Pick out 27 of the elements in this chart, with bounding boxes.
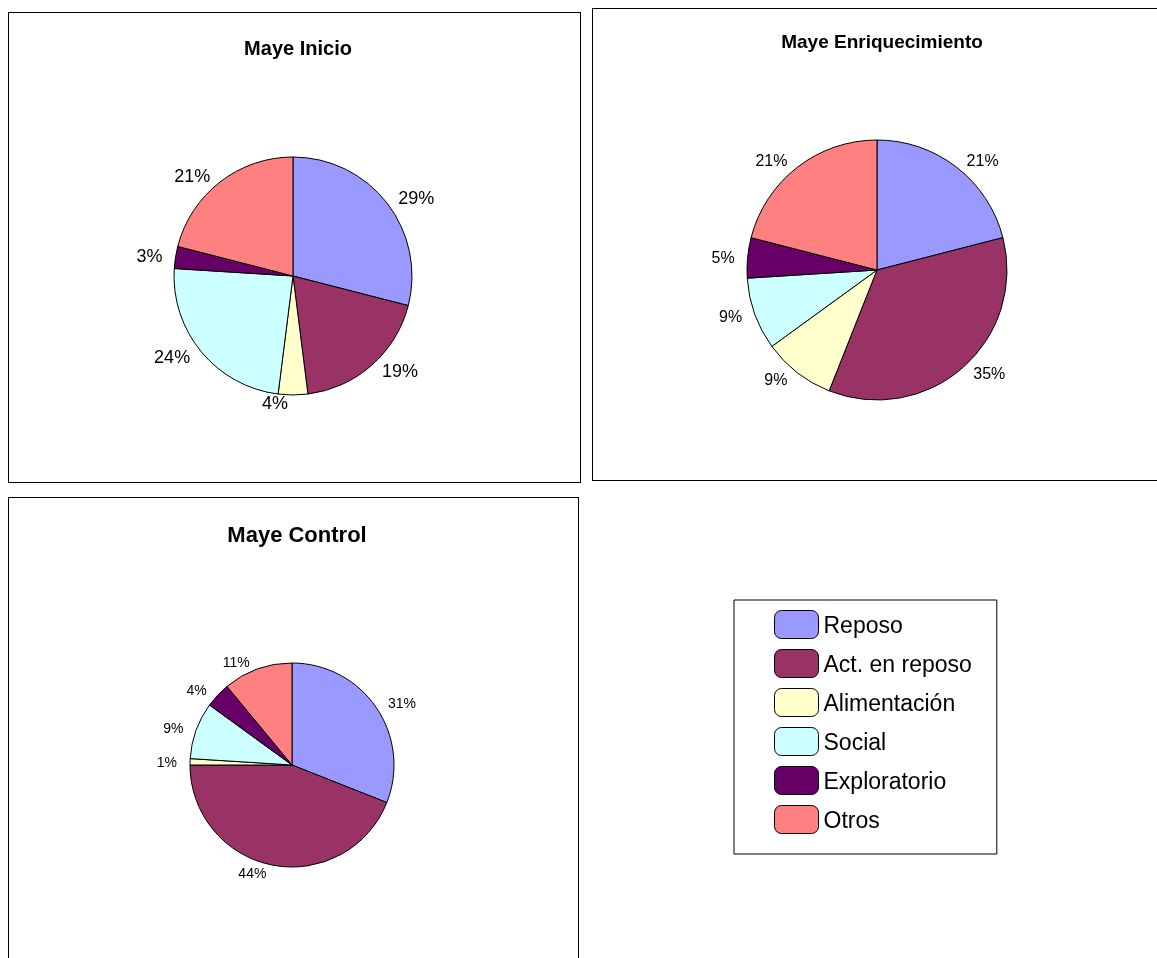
legend-label: Reposo (823, 611, 903, 638)
data-label: 29% (398, 188, 435, 209)
data-label: 24% (154, 346, 191, 367)
legend-label: Act. en reposo (823, 650, 972, 677)
data-label: 44% (238, 865, 267, 882)
legend-label: Exploratorio (823, 767, 947, 794)
legend-label: Social (823, 728, 887, 755)
data-label: 35% (973, 365, 1006, 383)
data-label: 31% (387, 695, 417, 712)
data-label: 1% (156, 753, 178, 770)
data-label: 5% (711, 248, 735, 266)
legend-label: Otros (823, 806, 880, 833)
data-label: 9% (764, 370, 788, 388)
chart-title: Maye Inicio (244, 37, 352, 59)
data-label: 21% (966, 152, 999, 170)
data-label: 19% (381, 361, 419, 382)
chart-title: Maye Control (227, 521, 367, 547)
data-label: 3% (136, 246, 163, 267)
data-label: 9% (163, 719, 184, 736)
data-label: 21% (174, 165, 211, 186)
legend-label: Alimentación (823, 689, 956, 716)
data-label: 9% (719, 308, 743, 326)
chart-title: Maye Enriquecimiento (781, 31, 983, 52)
data-label: 4% (186, 681, 207, 698)
data-label: 11% (222, 653, 250, 670)
data-label: 21% (755, 152, 788, 170)
data-label: 4% (261, 393, 288, 413)
